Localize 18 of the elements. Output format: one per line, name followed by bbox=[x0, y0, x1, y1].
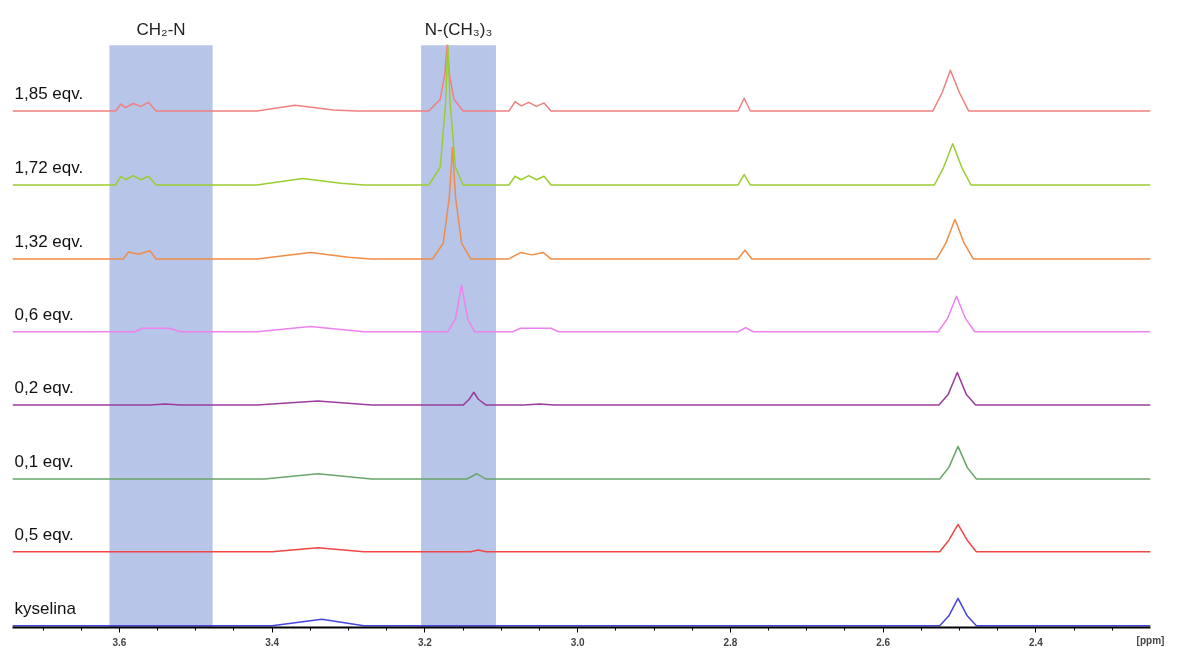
series-label: 0,6 eqv. bbox=[14, 304, 74, 324]
x-tick-label: 3.2 bbox=[417, 636, 433, 648]
x-tick-label: 2.4 bbox=[1028, 636, 1044, 648]
series-label: 1,32 eqv. bbox=[14, 231, 84, 251]
series-label: 1,72 eqv. bbox=[14, 158, 84, 177]
x-tick-label: 2.6 bbox=[876, 636, 891, 648]
x-tick-label: 2.8 bbox=[723, 636, 738, 648]
x-axis-title: [ppm] bbox=[1136, 634, 1165, 646]
series-label: 0,5 eqv. bbox=[14, 524, 74, 544]
x-tick-label: 3.0 bbox=[570, 636, 586, 648]
band-label: CH₂-N bbox=[136, 20, 186, 40]
series-label: kyselina bbox=[14, 598, 77, 618]
x-tick-label: 3.6 bbox=[112, 636, 127, 648]
x-tick-label: 3.4 bbox=[265, 636, 280, 648]
series-label: 0,2 eqv. bbox=[14, 378, 74, 398]
series-label: 1,85 eqv. bbox=[14, 84, 84, 104]
series-label: 0,1 eqv. bbox=[14, 452, 74, 472]
band-label: N-(CH₃)₃ bbox=[424, 20, 493, 40]
